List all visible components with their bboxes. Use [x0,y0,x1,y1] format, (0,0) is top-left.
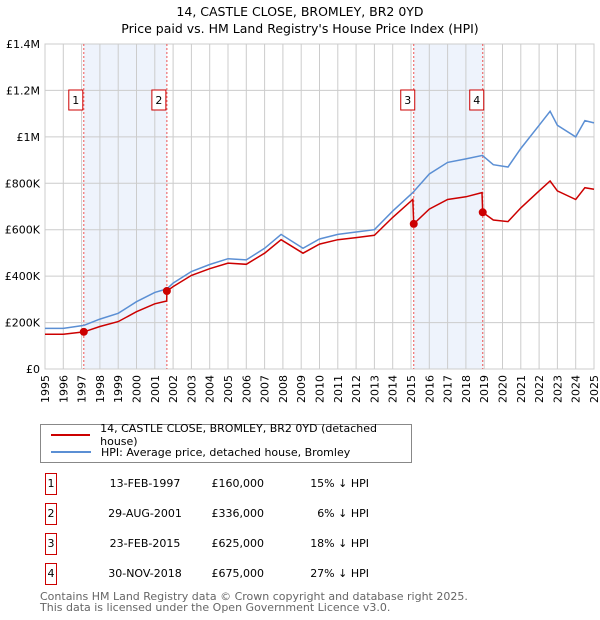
y-tick-label: £1.4M [6,38,40,51]
legend-item-hpi: HPI: Average price, detached house, Brom… [51,444,350,460]
table-row: 3 23-FEB-2015 £625,000 18% ↓ HPI [40,533,440,555]
y-tick-label: £1.2M [6,84,40,97]
sale-date: 29-AUG-2001 [108,507,182,520]
x-tick-label: 2025 [588,375,600,403]
x-tick-label: 2021 [515,375,528,403]
y-tick-label: £800K [5,177,41,190]
y-tick-label: £200K [5,317,41,330]
sale-label-number: 4 [473,94,480,107]
sale-price: £336,000 [211,507,265,520]
x-tick-label: 2008 [277,375,290,403]
chart-subtitle: Price paid vs. HM Land Registry's House … [121,21,479,36]
sale-hpi-diff: 6% ↓ HPI [317,507,369,520]
x-tick-label: 2006 [240,375,253,403]
x-tick-label: 2000 [131,375,144,403]
chart-title: 14, CASTLE CLOSE, BROMLEY, BR2 0YD [176,4,424,19]
y-tick-label: £0 [26,363,40,376]
sale-price: £160,000 [211,477,265,490]
hpi-line [45,109,595,330]
sale-label-number: 1 [72,94,79,107]
x-tick-label: 2013 [368,375,381,403]
x-tick-label: 2002 [167,375,180,403]
y-tick-label: £400K [5,270,41,283]
y-tick-label: £1M [17,131,41,144]
x-tick-label: 2010 [314,375,327,403]
sale-hpi-diff: 27% ↓ HPI [310,567,369,580]
x-tick-label: 1999 [112,375,125,403]
legend-label: HPI: Average price, detached house, Brom… [101,445,351,459]
sale-hpi-diff: 15% ↓ HPI [310,477,369,490]
y-tick-label: £600K [5,224,41,237]
legend: 14, CASTLE CLOSE, BROMLEY, BR2 0YD (deta… [40,422,412,463]
sale-point [79,327,88,336]
x-tick-label: 2003 [185,375,198,403]
sale-point [162,287,171,295]
x-tick-label: 2012 [350,375,363,403]
x-tick-label: 2015 [405,375,418,403]
x-tick-label: 2024 [570,375,583,403]
x-tick-label: 1998 [94,375,107,403]
x-tick-label: 1995 [39,375,52,403]
sale-date: 30-NOV-2018 [108,567,182,580]
x-tick-label: 2007 [259,375,272,403]
plot-border [44,43,595,370]
x-tick-label: 2016 [423,375,436,403]
x-tick-label: 2022 [533,375,546,403]
x-tick-label: 2018 [460,375,473,403]
legend-swatch-blue [51,451,91,453]
x-tick-label: 2020 [497,375,510,403]
sale-label-box [469,89,485,111]
x-tick-label: 1996 [57,375,70,403]
sale-number: 1 [45,473,57,495]
sale-label-number: 3 [404,94,411,107]
sale-number: 4 [45,563,57,585]
sale-number: 2 [45,503,57,525]
x-tick-label: 2017 [442,375,455,403]
sale-price: £625,000 [211,537,265,550]
x-tick-label: 2001 [149,375,162,403]
sale-label-number: 2 [155,94,162,107]
x-tick-label: 2019 [478,375,491,403]
legend-swatch-red [51,434,91,436]
plot-area: 1995 1996 1997 1998 1999 2000 2001 2002 2003 2004… [5,38,600,403]
legend-item-property: 14, CASTLE CLOSE, BROMLEY, BR2 0YD (deta… [51,422,411,448]
sale-price: £675,000 [211,567,265,580]
sale-point [478,208,487,217]
sale-number: 3 [45,533,57,555]
sale-point [409,219,418,228]
table-row: 2 29-AUG-2001 £336,000 6% ↓ HPI [40,503,440,525]
table-row: 4 30-NOV-2018 £675,000 27% ↓ HPI [40,563,440,585]
x-tick-label: 2004 [204,375,217,403]
x-tick-label: 2009 [295,375,308,403]
sale-label-box [151,89,167,111]
sale-date: 23-FEB-2015 [109,537,181,550]
footer-copyright: Contains HM Land Registry data © Crown c… [40,590,468,603]
price-paid-line [45,179,595,335]
x-tick-label: 2011 [332,375,345,403]
footer-licence: This data is licensed under the Open Gov… [40,601,391,614]
x-tick-label: 2014 [387,375,400,403]
x-tick-label: 2005 [222,375,235,403]
sale-hpi-diff: 18% ↓ HPI [310,537,369,550]
sale-label-box [400,89,416,111]
x-tick-label: 1997 [76,375,89,403]
legend-label: 14, CASTLE CLOSE, BROMLEY, BR2 0YD (deta… [100,422,377,448]
sale-date: 13-FEB-1997 [109,477,181,490]
sale-label-box [68,89,84,111]
table-row: 1 13-FEB-1997 £160,000 15% ↓ HPI [40,473,440,495]
x-tick-label: 2023 [551,375,564,403]
